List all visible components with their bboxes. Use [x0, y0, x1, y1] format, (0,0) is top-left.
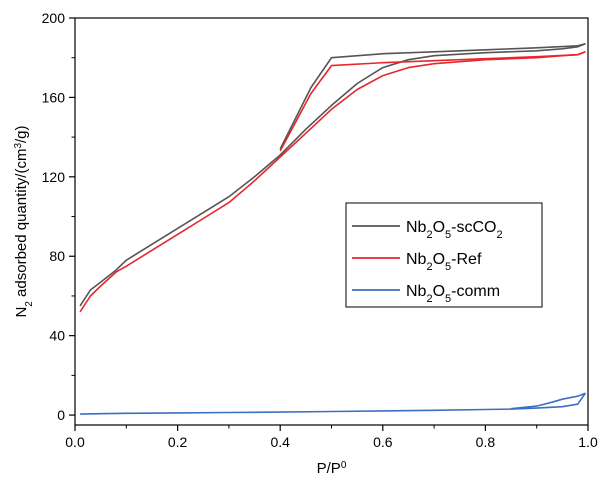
series-nb2o5-ref-adsorption-line [79, 51, 586, 313]
x-tick-label: 0.8 [476, 434, 496, 450]
x-tick-label: 0.4 [270, 434, 290, 450]
y-tick-label: 160 [42, 89, 66, 105]
series-nb2o5-scco2-desorption-line [279, 43, 586, 150]
legend-label-nb2o5-scco2: Nb2O5-scCO2 [406, 219, 503, 241]
series-nb2o5-comm-adsorption-line [80, 392, 587, 415]
y-tick-label: 40 [49, 328, 65, 344]
series-nb2o5-scco2-adsorption-line [79, 43, 586, 307]
legend-label-nb2o5-comm: Nb2O5-comm [406, 283, 500, 305]
legend: Nb2O5-scCO2 Nb2O5-Ref Nb2O5-comm [345, 202, 543, 308]
y-tick-labels: 0 40 80 120 160 200 [42, 10, 66, 423]
x-tick-label: 1.0 [578, 434, 598, 450]
y-tick-label: 200 [42, 10, 66, 26]
x-axis-title: P/P0 [317, 460, 347, 478]
series-nb2o5-ref-desorption-line [279, 51, 586, 152]
x-tick-label: 0.0 [65, 434, 85, 450]
y-tick-label: 80 [49, 248, 65, 264]
series-lines [79, 43, 587, 415]
y-tick-label: 120 [42, 169, 66, 185]
x-tick-labels: 0.0 0.2 0.4 0.6 0.8 1.0 [65, 434, 598, 450]
x-tick-label: 0.6 [373, 434, 393, 450]
series-nb2o5-comm-desorption-line [511, 392, 586, 410]
axis-ticks [69, 17, 589, 431]
x-tick-label: 0.2 [168, 434, 188, 450]
legend-label-nb2o5-ref: Nb2O5-Ref [406, 251, 482, 273]
y-tick-label: 0 [57, 407, 65, 423]
y-axis-title: N2 adsorbed quantity/(cm3/g) [13, 125, 35, 317]
